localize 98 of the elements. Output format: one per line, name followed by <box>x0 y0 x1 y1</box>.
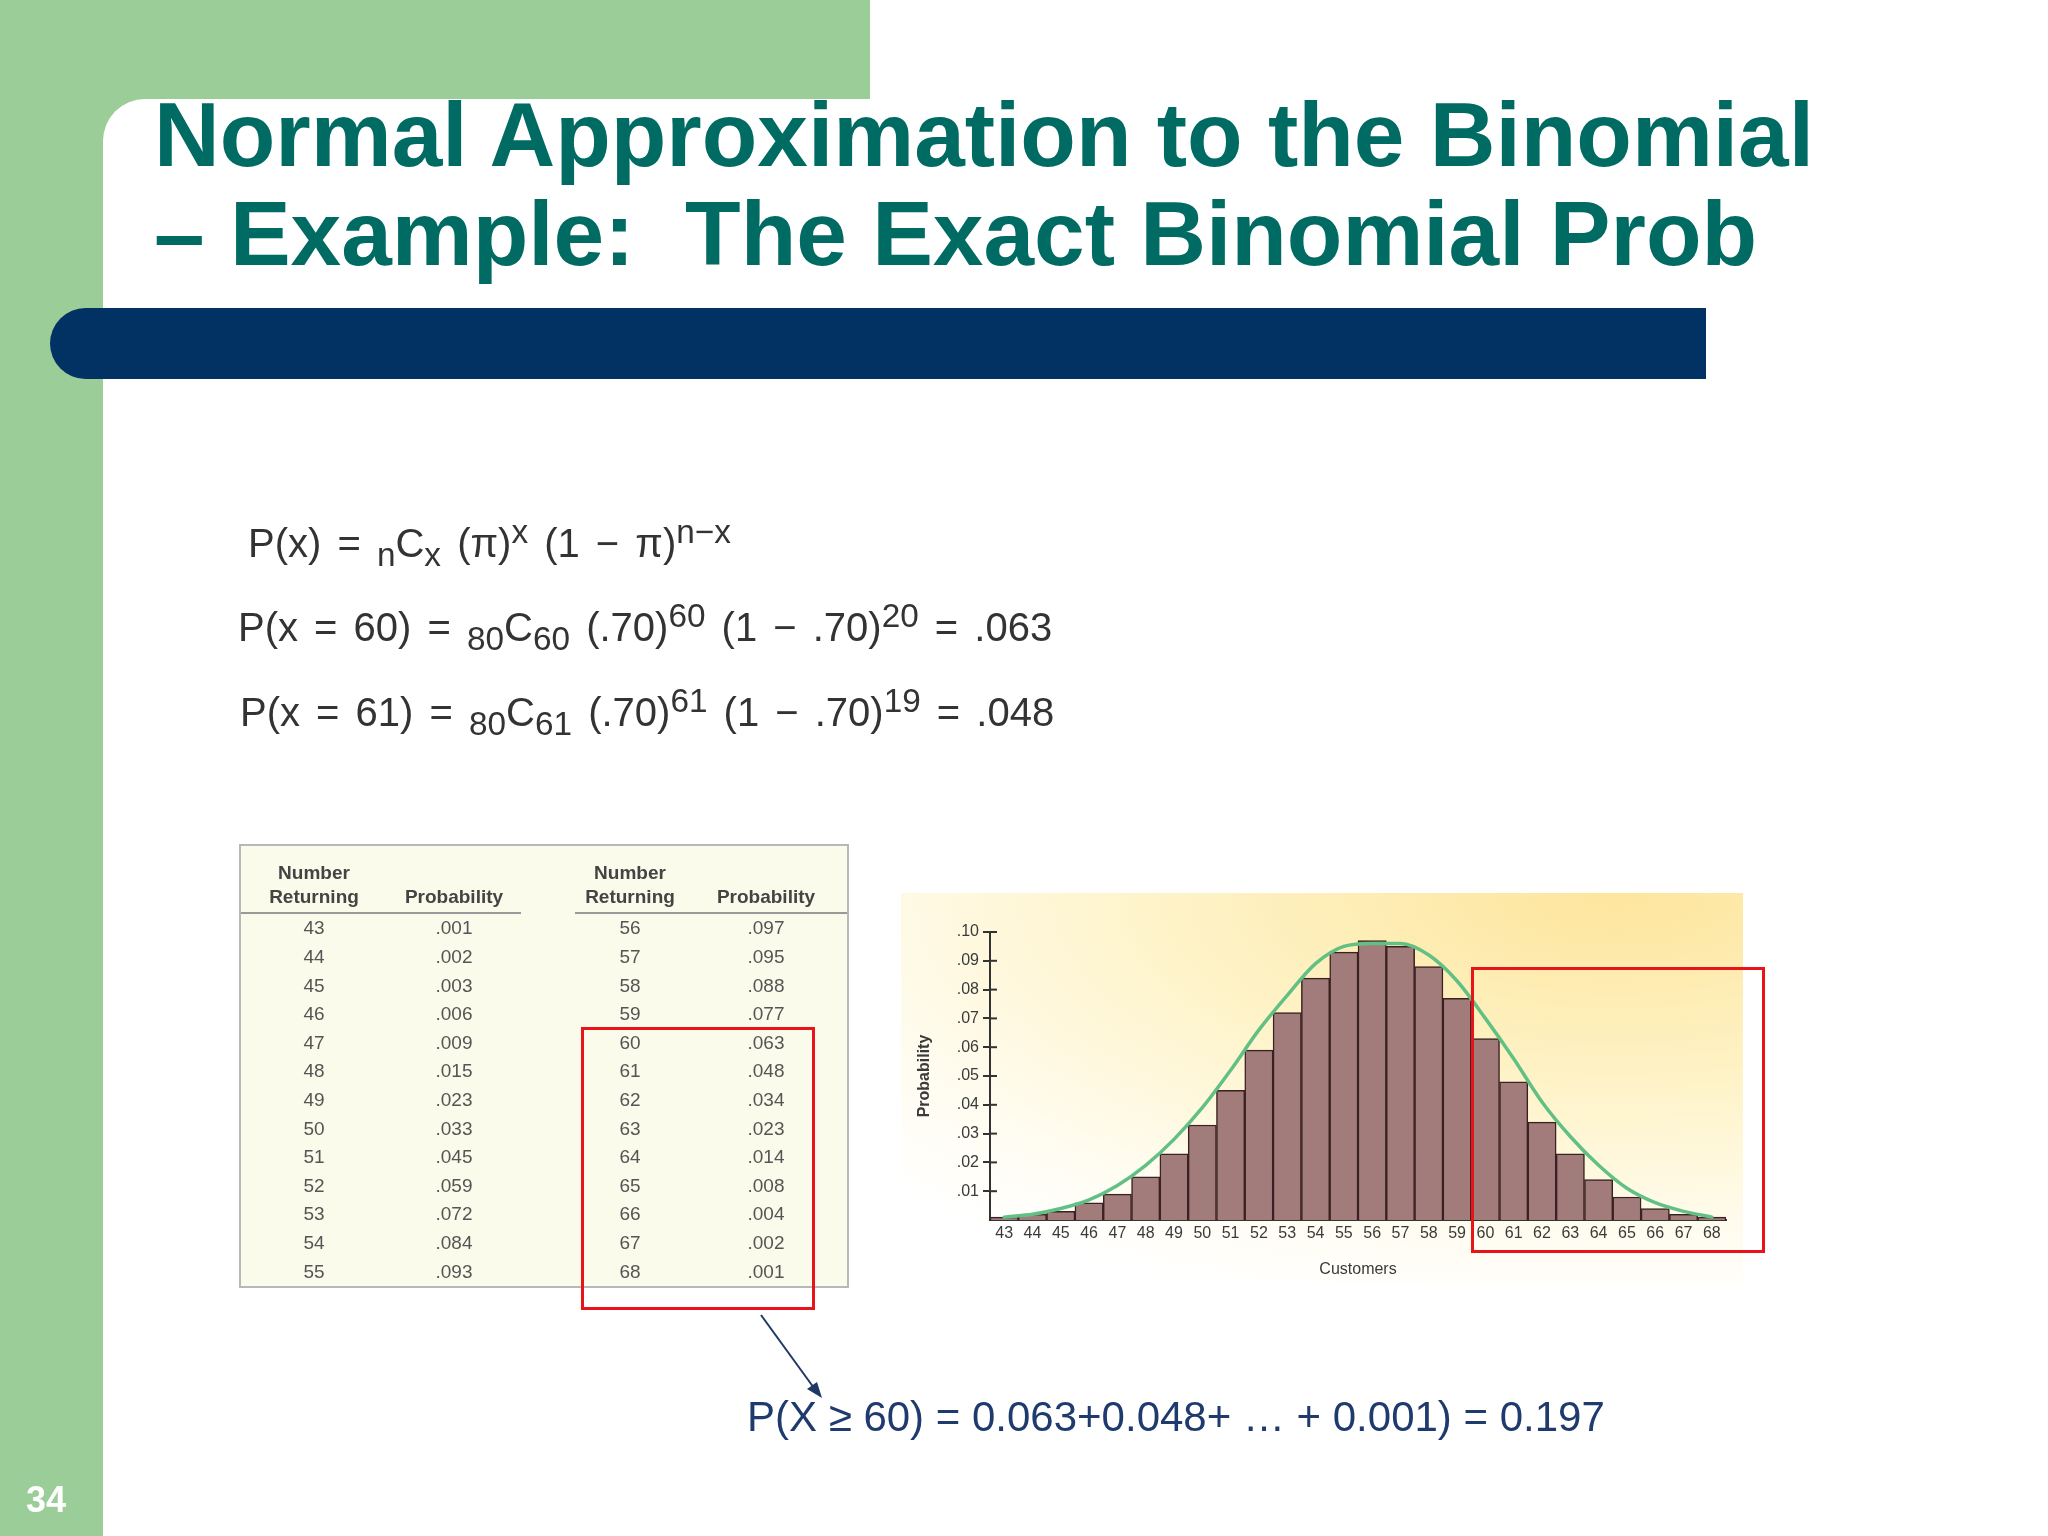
text: .023 <box>434 1087 474 1112</box>
x-tick-label: 44 <box>1023 1224 1042 1242</box>
category-label: 53 <box>303 1203 325 1225</box>
text: .045 <box>434 1145 474 1170</box>
text: .033 <box>434 1116 474 1141</box>
text: .002 <box>746 1231 786 1255</box>
category-label: 66 <box>619 1203 641 1225</box>
x-tick-label: 50 <box>1193 1224 1212 1242</box>
x-tick-label: 43 <box>995 1224 1014 1242</box>
category-label: 68 <box>619 1260 641 1282</box>
x-tick-label: 49 <box>1165 1224 1183 1242</box>
text: .023 <box>746 1116 786 1141</box>
text: .009 <box>434 1030 474 1055</box>
x-tick-label: 45 <box>1051 1224 1070 1242</box>
category-label: 43 <box>303 917 325 939</box>
category-label: 46 <box>303 1003 325 1025</box>
category-label: 52 <box>303 1174 325 1196</box>
category-label: 57 <box>619 945 641 967</box>
y-tick-label: .10 <box>956 922 980 940</box>
category-label: 47 <box>303 1031 325 1053</box>
category-label: 64 <box>619 1146 641 1168</box>
category-label: 59 <box>619 1003 641 1025</box>
y-tick-label: .07 <box>956 1008 980 1026</box>
text: .095 <box>746 944 786 969</box>
text: 34 <box>26 1479 67 1520</box>
x-tick-label: 48 <box>1136 1224 1155 1242</box>
text: .034 <box>746 1087 786 1112</box>
text: .003 <box>434 973 474 998</box>
category-label: 55 <box>303 1260 325 1282</box>
x-tick-label: 63 <box>1561 1224 1580 1242</box>
text: .077 <box>746 1002 786 1027</box>
text: Probability <box>715 885 817 909</box>
x-axis-title: Customers <box>1319 1259 1397 1277</box>
text: P(x = 60) = $_{80}$C$_{60}$ (.70)$^{60}$ (1 − .70)$^{20}$ = .063 <box>238 597 1053 658</box>
text: .093 <box>434 1259 474 1284</box>
category-label: 63 <box>619 1117 641 1139</box>
x-tick-label: 54 <box>1306 1224 1325 1242</box>
x-tick-label: 67 <box>1674 1224 1693 1242</box>
x-tick-label: 66 <box>1646 1224 1665 1242</box>
x-tick-label: 62 <box>1533 1224 1551 1242</box>
category-label: 49 <box>303 1088 325 1110</box>
text: .008 <box>746 1173 786 1198</box>
y-tick-label: .09 <box>956 951 980 969</box>
text: .001 <box>434 916 474 941</box>
category-label: 44 <box>303 945 325 967</box>
x-tick-label: 52 <box>1250 1224 1268 1242</box>
text: .084 <box>434 1231 474 1255</box>
y-axis-title: Probability <box>915 1034 933 1118</box>
chart-title: Normal Approximation to the Binomial – Example: The Exact Binomial Prob <box>154 84 1815 284</box>
x-tick-label: 57 <box>1391 1224 1410 1242</box>
x-tick-label: 58 <box>1419 1224 1438 1242</box>
text: Number Returning <box>584 861 676 909</box>
category-label: 56 <box>619 917 641 939</box>
text: .015 <box>434 1059 474 1084</box>
text: P(x) = $_{n}$C$_{x}$ (π)$^{x}$ (1 − π)$^{n−x}$ <box>248 512 731 576</box>
x-tick-label: 61 <box>1504 1224 1523 1242</box>
x-tick-label: 53 <box>1278 1224 1297 1242</box>
y-tick-label: .03 <box>956 1124 980 1142</box>
x-tick-label: 47 <box>1108 1224 1127 1242</box>
text: .001 <box>746 1259 786 1284</box>
text: Number Returning <box>269 862 359 907</box>
y-tick-label: .06 <box>956 1037 980 1055</box>
text: Probability <box>404 886 504 907</box>
y-tick-label: .05 <box>956 1066 980 1084</box>
y-tick-label: .04 <box>956 1095 980 1113</box>
x-tick-label: 55 <box>1334 1224 1353 1242</box>
x-tick-label: 60 <box>1476 1224 1495 1242</box>
category-label: 50 <box>303 1117 325 1139</box>
x-tick-label: 64 <box>1589 1224 1608 1242</box>
text: .088 <box>746 973 786 998</box>
text: .063 <box>746 1030 786 1055</box>
x-tick-label: 68 <box>1702 1224 1721 1242</box>
text: P(x = 61) = $_{80}$C$_{61}$ (.70)$^{61}$ (1 − .70)$^{19}$ = .048 <box>240 682 1055 743</box>
category-label: 61 <box>619 1060 641 1082</box>
text: P(X ≥ 60) = 0.063+0.048+ … + 0.001) = 0.197 <box>747 1393 1605 1441</box>
x-tick-label: 56 <box>1363 1224 1382 1242</box>
category-label: 51 <box>303 1146 325 1168</box>
x-tick-label: 51 <box>1221 1224 1240 1242</box>
y-tick-label: .02 <box>956 1152 980 1170</box>
x-tick-label: 46 <box>1080 1224 1099 1242</box>
category-label: 58 <box>619 974 641 996</box>
text: .002 <box>434 944 474 969</box>
category-label: 62 <box>619 1088 641 1110</box>
text: .059 <box>434 1173 474 1198</box>
y-tick-label: .08 <box>956 980 980 998</box>
category-label: 60 <box>619 1031 641 1053</box>
category-label: 45 <box>303 974 325 996</box>
y-tick-label: .01 <box>956 1181 980 1199</box>
x-tick-label: 65 <box>1618 1224 1636 1242</box>
text: .006 <box>434 1002 474 1027</box>
category-label: 48 <box>303 1060 325 1082</box>
x-tick-label: 59 <box>1448 1224 1467 1242</box>
text: .014 <box>746 1145 786 1170</box>
text: .004 <box>746 1202 786 1227</box>
category-label: 65 <box>619 1174 641 1196</box>
text: .048 <box>746 1059 786 1084</box>
text: .072 <box>434 1202 474 1227</box>
text: .097 <box>746 916 786 941</box>
